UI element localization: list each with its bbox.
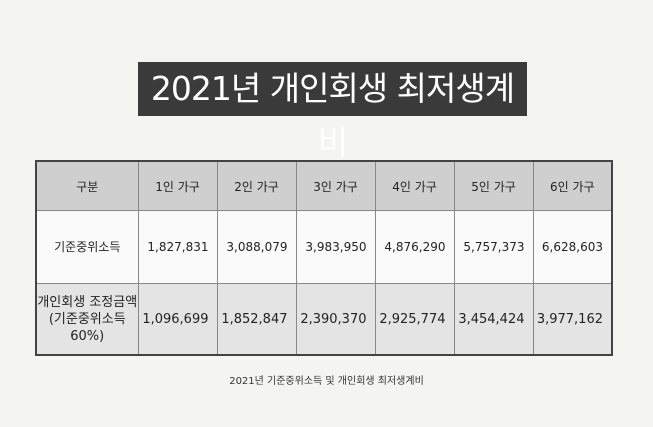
header-cell: 4인 가구: [374, 160, 455, 211]
caption: 2021년 기준중위소득 및 개인회생 최저생계비: [229, 376, 424, 387]
value-cell: 3,983,950: [295, 210, 376, 284]
title: 2021년 개인회생 최저생계비: [138, 62, 527, 162]
value-cell: 5,757,373: [453, 210, 534, 284]
row-label-line: 기준중위소득: [54, 239, 121, 254]
value-cell: 1,852,847: [216, 283, 297, 356]
row-label: 개인회생 조정금액 (기준중위소득 60%): [35, 283, 139, 356]
row-label-line: 개인회생 조정금액: [37, 294, 138, 310]
header-cell: 구분: [35, 160, 139, 211]
header-cell: 6인 가구: [532, 160, 613, 211]
value-cell: 4,876,290: [374, 210, 455, 284]
value-cell: 1,096,699: [137, 283, 218, 356]
value-cell: 3,088,079: [216, 210, 297, 284]
value-cell: 3,977,162: [532, 283, 613, 356]
header-cell: 1인 가구: [137, 160, 218, 211]
row-label-line: (기준중위소득: [48, 311, 126, 327]
value-cell: 6,628,603: [532, 210, 613, 284]
row-label: 기준중위소득: [35, 210, 139, 284]
table-row: 기준중위소득 1,827,831 3,088,079 3,983,950 4,876,2…: [35, 210, 613, 284]
value-cell: 2,390,370: [295, 283, 376, 356]
header-row: 구분 1인 가구 2인 가구 3인 가구 4인 가구 5인 가구 6인 가구: [35, 160, 613, 211]
value-cell: 3,454,424: [453, 283, 534, 356]
row-label-line: 60%): [70, 328, 105, 344]
header-cell: 3인 가구: [295, 160, 376, 211]
header-cell: 2인 가구: [216, 160, 297, 211]
value-cell: 1,827,831: [137, 210, 218, 284]
table-row: 개인회생 조정금액 (기준중위소득 60%) 1,096,699 1,852,847 2,…: [35, 283, 613, 356]
header-cell: 5인 가구: [453, 160, 534, 211]
value-cell: 2,925,774: [374, 283, 455, 356]
